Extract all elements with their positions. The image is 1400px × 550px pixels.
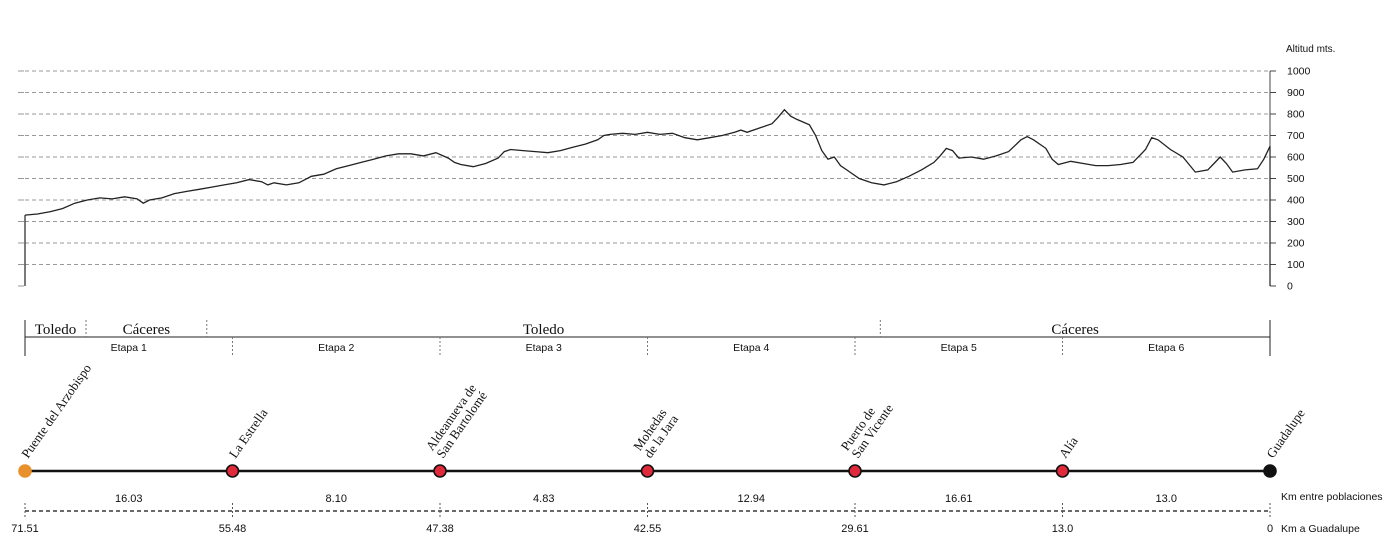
town-name-line: Guadalupe [1263,406,1308,461]
y-tick-label: 400 [1287,195,1305,207]
distance-band: 71.51 55.48 47.38 42.55 29.61 13.0 0 16.03 8.10 4… [11,493,1273,535]
y-tick-label: 1000 [1287,66,1311,78]
province-label: Cáceres [1051,322,1099,338]
gridlines [18,70,1270,265]
stage-label: Etapa 1 [111,342,147,354]
segment-km-label: 12.94 [737,493,765,505]
cumulative-km-label: 0 [1267,523,1273,535]
stage-label: Etapa 6 [1148,342,1184,354]
stage-label: Etapa 4 [733,342,769,354]
y-tick-label: 800 [1287,109,1305,121]
y-tick-label: 200 [1287,238,1305,250]
province-label: Cáceres [123,322,171,338]
segment-km-label: 8.10 [326,493,347,505]
cumulative-km-label: 71.51 [11,523,39,535]
town-name: Puente del Arzobispo [18,361,94,461]
y-tick-label: 700 [1287,130,1305,142]
segment-km-label: 13.0 [1156,493,1177,505]
stage-label: Etapa 2 [318,342,354,354]
town-name: La Estrella [226,406,271,461]
cumulative-distance-legend: Km a Guadalupe [1281,523,1360,535]
town-marker [433,464,447,478]
y-tick-label: 500 [1287,173,1305,185]
town-marker [640,464,655,478]
town-marker [1055,464,1070,478]
stage-label: Etapa 3 [526,342,562,354]
town-marker [848,464,862,478]
elevation-line [24,108,1271,216]
route-line: Puente del Arzobispo La Estrella Aldeanuev… [18,361,1308,478]
town-name: Guadalupe [1263,406,1308,461]
segment-km-label: 16.03 [115,493,143,505]
cumulative-km-label: 47.38 [426,523,454,535]
town-marker [18,464,32,478]
town-name-line: Alía [1056,434,1081,461]
y-tick-label: 600 [1287,152,1305,164]
cumulative-km-label: 29.61 [841,523,869,535]
cumulative-km-label: 42.55 [634,523,662,535]
province-label: Toledo [35,322,76,338]
segment-km-label: 16.61 [945,493,973,505]
town-name: Alía [1056,434,1081,461]
segment-distance-legend: Km entre poblaciones [1281,491,1383,503]
stage-band: Etapa 1 Etapa 2 Etapa 3 Etapa 4 Etapa 5 Etapa… [111,337,1185,356]
cumulative-km-label: 13.0 [1052,523,1073,535]
y-tick-label: 300 [1287,216,1305,228]
segment-km-label: 4.83 [533,493,554,505]
stage-label: Etapa 5 [941,342,977,354]
cumulative-km-label: 55.48 [219,523,247,535]
town-name-line: La Estrella [226,406,271,461]
town-marker [225,464,240,478]
y-axis-title: Altitud mts. [1286,44,1335,55]
town-name-line: Puente del Arzobispo [18,361,94,461]
y-tick-label: 0 [1287,281,1293,293]
y-tick-label: 100 [1287,259,1305,271]
y-tick-label: 900 [1287,87,1305,99]
town-marker [1263,464,1277,478]
province-label: Toledo [523,322,564,338]
